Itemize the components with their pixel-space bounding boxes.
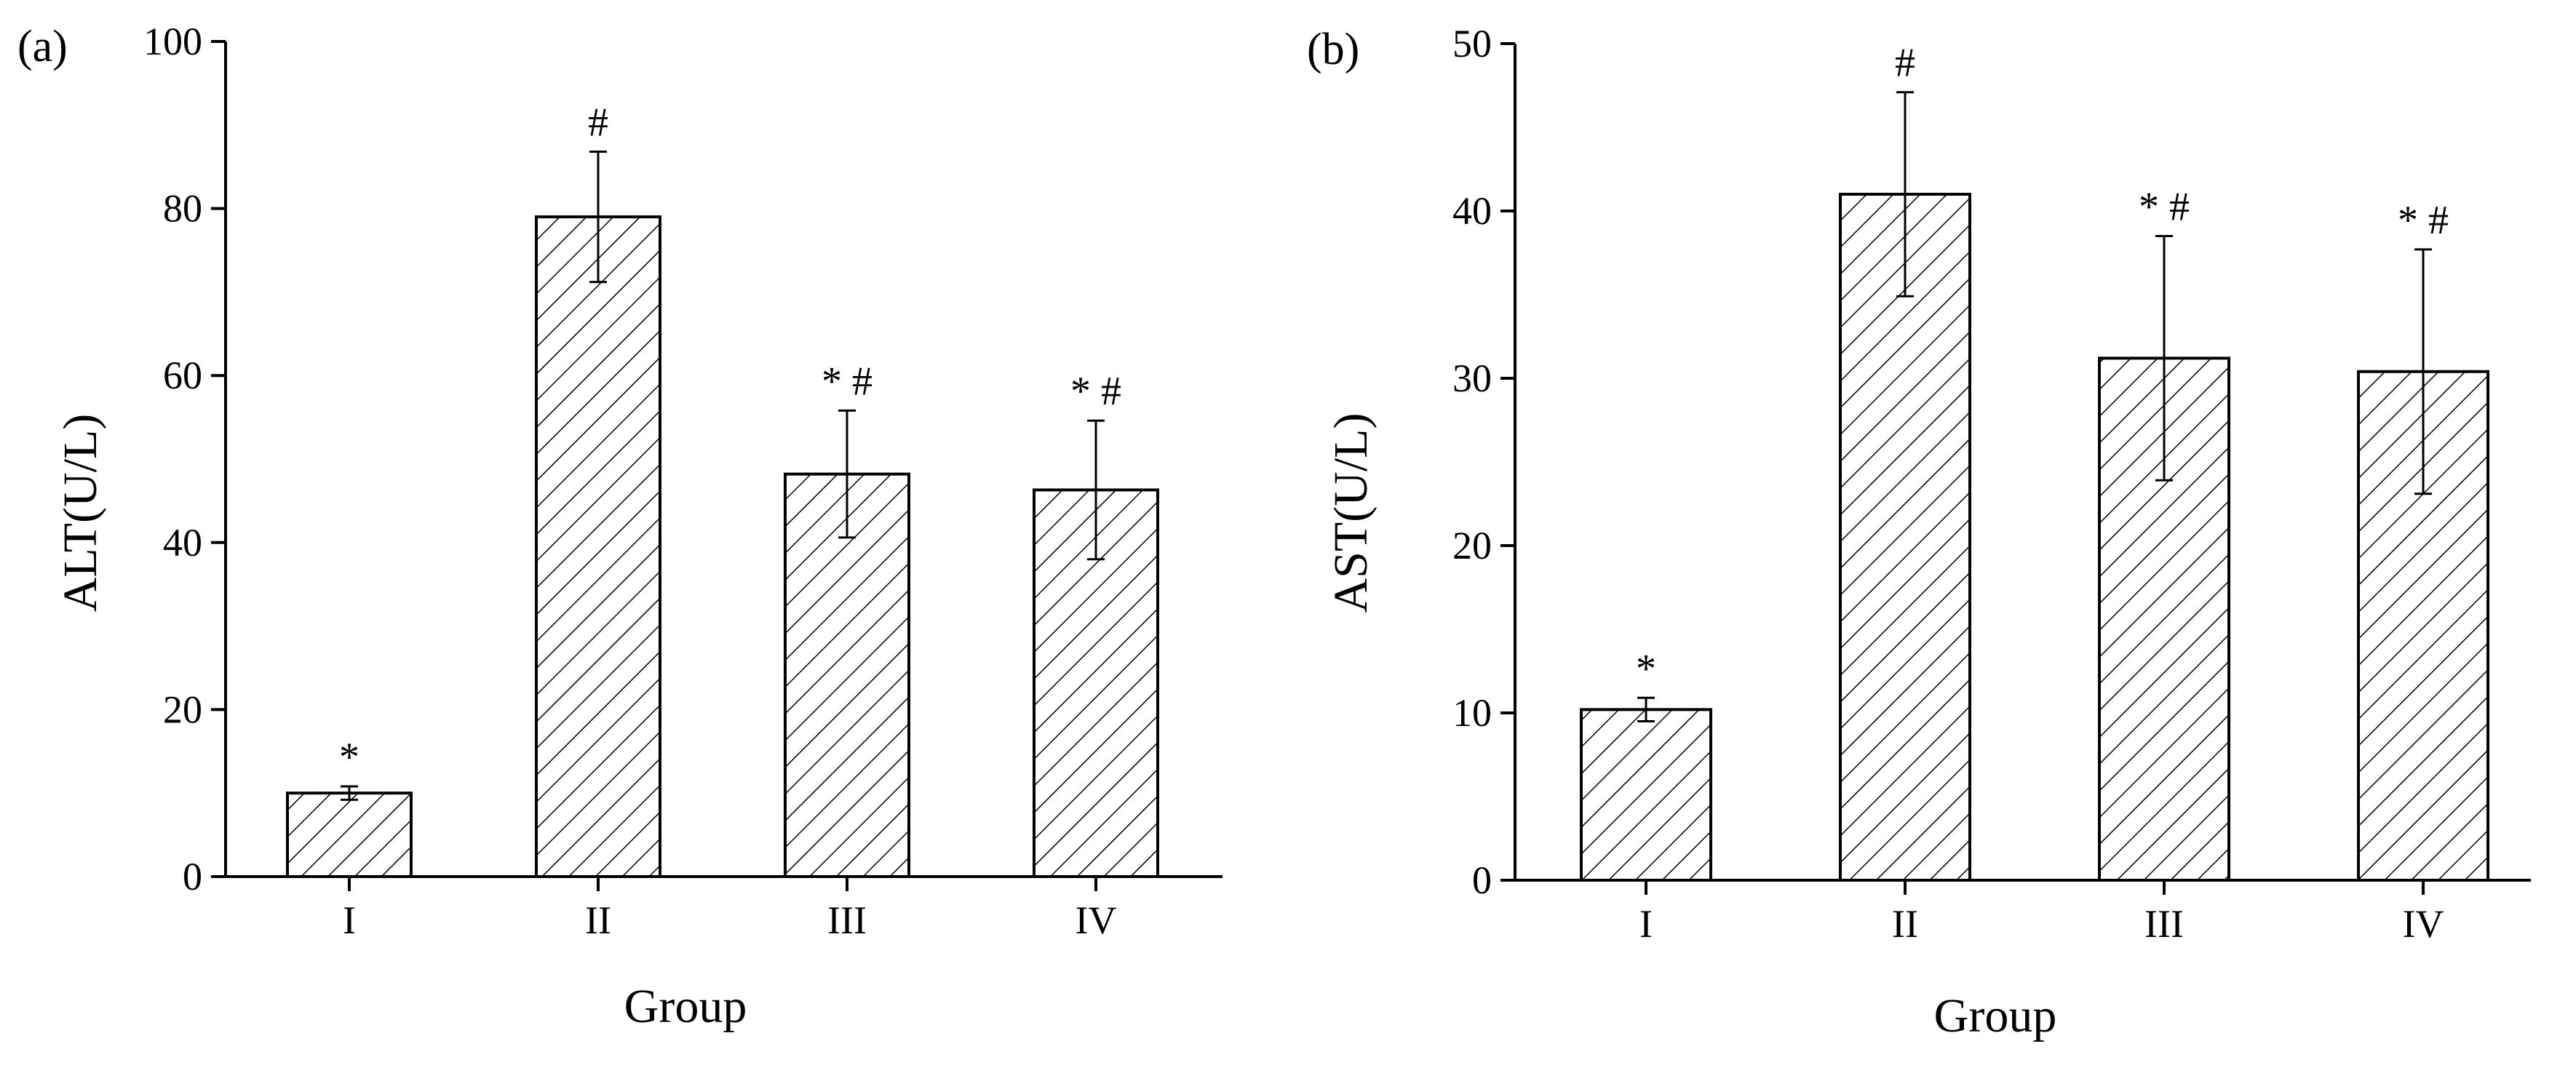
x-tick-label: II <box>1892 902 1918 946</box>
y-tick-label: 50 <box>1452 22 1492 65</box>
x-tick-label: III <box>2144 902 2184 946</box>
x-tick-label: IV <box>1076 898 1117 942</box>
significance-label: # <box>588 100 608 145</box>
y-tick-label: 10 <box>1452 691 1492 735</box>
y-tick-label: 0 <box>183 855 202 898</box>
y-tick-label: 20 <box>163 687 202 731</box>
y-tick-label: 40 <box>163 521 202 565</box>
panel-a-ylabel: ALT(U/L) <box>54 414 107 613</box>
significance-label: * # <box>2139 185 2190 230</box>
x-tick-label: I <box>343 898 356 942</box>
panel-b-ylabel: AST(U/L) <box>1324 413 1378 613</box>
y-tick-label: 100 <box>143 20 202 63</box>
bar-II <box>535 215 661 878</box>
bar-I <box>286 791 413 878</box>
panel-a-xlabel: Group <box>624 980 747 1033</box>
panel-a-label: (a) <box>17 22 68 71</box>
y-tick-label: 0 <box>1472 858 1492 902</box>
significance-label: * <box>1636 646 1656 691</box>
bar-I <box>1580 708 1712 882</box>
y-tick-label: 60 <box>163 354 202 397</box>
panel-b-plot: 0 10 20 30 40 50 I * II # III * # IV * # <box>1452 22 2531 946</box>
y-tick-label: 30 <box>1452 356 1492 400</box>
significance-label: * # <box>2398 198 2449 243</box>
panel-a: (a) ALT(U/L) Group 0 20 40 60 80 100 I * II # III *… <box>17 20 1223 1033</box>
significance-label: * # <box>822 359 872 404</box>
bar-II <box>1839 193 1971 882</box>
x-tick-label: I <box>1639 902 1653 946</box>
x-tick-label: III <box>827 898 867 942</box>
panel-a-plot: 0 20 40 60 80 100 I * II # III * # IV * # <box>143 20 1223 942</box>
y-tick-label: 80 <box>163 187 202 231</box>
x-tick-label: II <box>585 898 611 942</box>
y-tick-label: 20 <box>1452 524 1492 567</box>
panel-b: (b) AST(U/L) Group 0 10 20 30 40 50 I * II # III * … <box>1307 22 2531 1042</box>
x-tick-label: IV <box>2403 902 2444 946</box>
panel-b-xlabel: Group <box>1934 989 2057 1042</box>
significance-label: * <box>339 735 359 780</box>
y-tick-label: 40 <box>1452 189 1492 233</box>
significance-label: # <box>1895 41 1915 86</box>
panel-b-label: (b) <box>1307 25 1359 74</box>
significance-label: * # <box>1070 369 1121 414</box>
